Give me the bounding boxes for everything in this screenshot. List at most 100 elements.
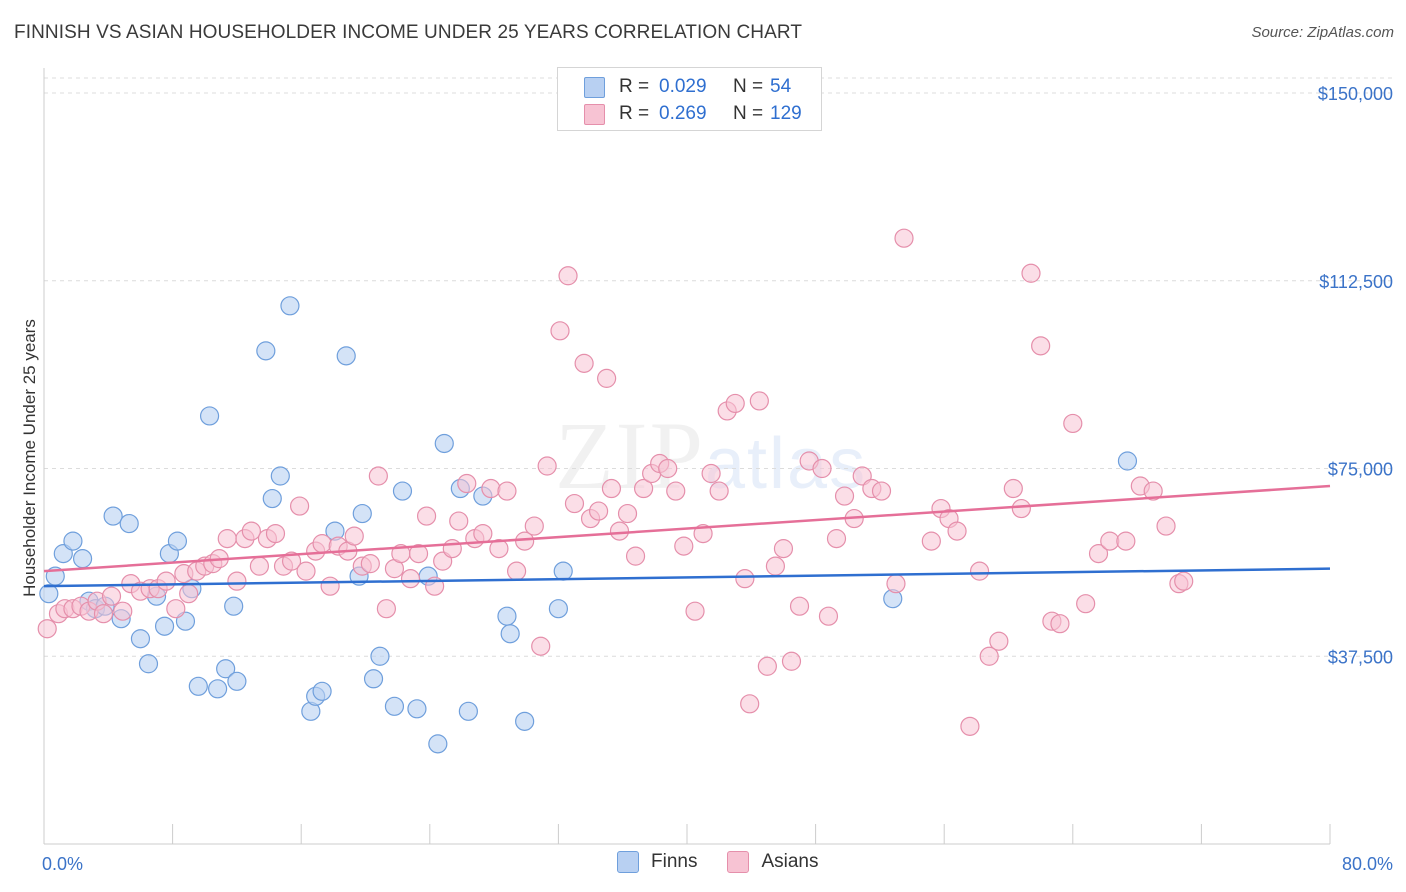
finns-point bbox=[407, 699, 427, 719]
asians-point bbox=[609, 521, 630, 541]
asians-point bbox=[625, 546, 646, 566]
asians-point bbox=[564, 493, 585, 514]
asians-point bbox=[227, 571, 247, 591]
asians-point bbox=[442, 539, 462, 559]
asians-point bbox=[473, 523, 493, 544]
asians-point bbox=[344, 526, 364, 546]
legend-row-finns: R = 0.029 N = 54 bbox=[584, 75, 791, 99]
finns-legend-swatch bbox=[617, 851, 639, 873]
asians-point bbox=[320, 576, 340, 596]
finns-point bbox=[199, 406, 220, 426]
asians-point bbox=[674, 536, 694, 556]
asians-point bbox=[1088, 544, 1109, 564]
asians-point bbox=[368, 466, 388, 486]
asians-point bbox=[550, 321, 570, 341]
asians-point bbox=[241, 521, 261, 541]
asians-point bbox=[481, 478, 501, 499]
finns-point bbox=[515, 711, 535, 731]
y-axis-label: Householder Income Under 25 years bbox=[20, 319, 39, 597]
asians-point bbox=[289, 496, 310, 516]
finns-point bbox=[363, 669, 384, 689]
asians-point bbox=[601, 478, 622, 499]
asians-point bbox=[969, 561, 990, 581]
asians-legend-label: Asians bbox=[761, 851, 819, 872]
asians-point bbox=[249, 556, 270, 576]
legend-item-asians: Asians bbox=[727, 851, 819, 873]
n-label: N = bbox=[733, 76, 764, 97]
finns-point bbox=[63, 531, 83, 551]
finns-point bbox=[208, 679, 228, 699]
asians-point bbox=[597, 368, 617, 388]
asians-point bbox=[709, 481, 729, 501]
asians-points bbox=[37, 228, 1194, 736]
asians-point bbox=[449, 511, 469, 531]
asians-point bbox=[1031, 336, 1051, 356]
asians-point bbox=[416, 506, 437, 526]
asians-point bbox=[1116, 531, 1136, 551]
finns-point bbox=[167, 531, 188, 551]
y-tick-label: $112,500 bbox=[1319, 272, 1393, 292]
asians-point bbox=[812, 458, 832, 479]
asians-point bbox=[531, 636, 551, 656]
finns-point bbox=[130, 629, 151, 649]
finns-point bbox=[392, 481, 413, 501]
stats-legend: R = 0.029 N = 54 R = 0.269 N = 129 bbox=[557, 67, 822, 131]
asians-legend-swatch bbox=[727, 851, 750, 873]
chart-title: FINNISH VS ASIAN HOUSEHOLDER INCOME UNDE… bbox=[14, 22, 803, 43]
asians-point bbox=[1050, 614, 1070, 634]
finns-point bbox=[312, 681, 332, 701]
y-tick-label: $37,500 bbox=[1328, 647, 1393, 667]
tick-labels: $37,500 $75,000 $112,500 $150,000 0.0% 80.0% bbox=[42, 84, 1393, 874]
asians-point bbox=[666, 481, 686, 501]
finns-point bbox=[548, 599, 569, 619]
r-label: R = bbox=[619, 76, 650, 97]
asians-point bbox=[701, 463, 721, 484]
finns-point bbox=[500, 624, 520, 644]
r-value: 0.029 bbox=[659, 76, 707, 97]
asians-point bbox=[400, 569, 421, 589]
asians-point bbox=[489, 539, 509, 559]
finns-point bbox=[336, 346, 356, 366]
x-tick-label-min: 0.0% bbox=[42, 854, 83, 874]
asians-point bbox=[376, 599, 396, 619]
finns-trend-line bbox=[43, 567, 1331, 588]
asians-point bbox=[1156, 516, 1176, 536]
n-label: N = bbox=[733, 103, 764, 124]
asians-point bbox=[265, 523, 286, 544]
asians-point bbox=[497, 481, 517, 501]
asians-point bbox=[735, 569, 755, 589]
asians-point bbox=[101, 586, 122, 606]
asians-point bbox=[217, 529, 237, 549]
asians-point bbox=[93, 604, 114, 624]
asians-point bbox=[658, 458, 678, 479]
asians-swatch bbox=[584, 103, 605, 125]
asians-point bbox=[588, 501, 609, 521]
finns-point bbox=[262, 488, 282, 509]
asians-point bbox=[834, 486, 855, 506]
finns-point bbox=[154, 616, 175, 636]
asians-point bbox=[524, 516, 544, 536]
asians-point bbox=[457, 473, 477, 494]
finns-point bbox=[370, 646, 390, 666]
finns-legend-label: Finns bbox=[651, 851, 698, 872]
asians-point bbox=[312, 534, 332, 554]
x-tick-label-max: 80.0% bbox=[1342, 854, 1393, 874]
finns-point bbox=[188, 676, 208, 696]
asians-point bbox=[740, 694, 760, 714]
asians-point bbox=[1143, 481, 1163, 501]
asians-point bbox=[166, 599, 186, 619]
asians-point bbox=[757, 656, 777, 676]
asians-point bbox=[633, 478, 654, 499]
legend-row-asians: R = 0.269 N = 129 bbox=[584, 102, 802, 126]
finns-point bbox=[434, 433, 454, 454]
asians-point bbox=[1003, 478, 1023, 499]
asians-point bbox=[871, 481, 892, 501]
asians-point bbox=[156, 571, 176, 591]
asians-point bbox=[781, 651, 802, 671]
finns-point bbox=[384, 696, 405, 716]
finns-point bbox=[256, 341, 276, 361]
finns-point bbox=[103, 506, 123, 526]
asians-point bbox=[725, 393, 745, 414]
asians-point bbox=[537, 456, 557, 476]
